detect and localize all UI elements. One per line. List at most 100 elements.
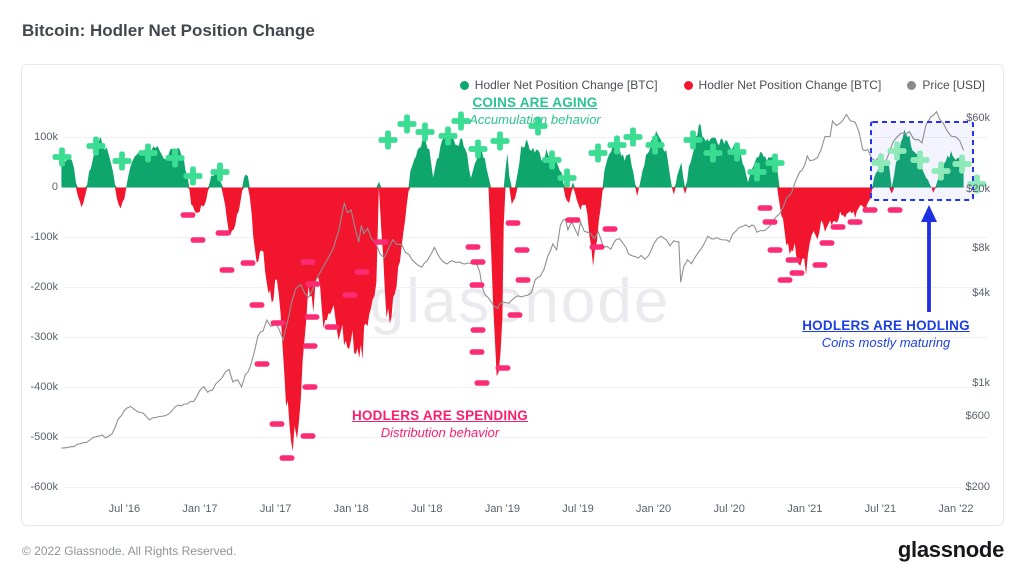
page-title: Bitcoin: Hodler Net Position Change bbox=[22, 21, 315, 40]
plus-marker bbox=[623, 127, 643, 147]
y-axis-left-tick: -100k bbox=[30, 230, 58, 243]
minus-marker bbox=[819, 240, 835, 246]
legend-label: Hodler Net Position Change [BTC] bbox=[698, 78, 882, 92]
y-axis-right-tick: $600 bbox=[965, 409, 990, 422]
x-axis-tick: Jan '18 bbox=[333, 503, 369, 515]
plus-marker bbox=[607, 135, 627, 155]
y-axis-right-tick: $60k bbox=[966, 111, 990, 124]
minus-marker bbox=[589, 244, 605, 250]
plus-marker-light bbox=[887, 141, 907, 161]
minus-marker bbox=[757, 205, 773, 211]
plus-marker bbox=[747, 162, 767, 182]
minus-marker bbox=[785, 257, 801, 263]
arrow-shaft bbox=[927, 220, 931, 312]
coins-aging-title: COINS ARE AGING bbox=[472, 95, 598, 110]
y-axis-right-tick: $8k bbox=[972, 242, 990, 255]
plus-marker-light bbox=[967, 174, 987, 194]
hodler-area-positive bbox=[61, 124, 964, 188]
minus-marker bbox=[180, 212, 196, 218]
y-axis-left-tick: 0 bbox=[51, 180, 58, 193]
plus-marker bbox=[52, 147, 72, 167]
minus-marker bbox=[565, 217, 581, 223]
minus-marker bbox=[215, 230, 231, 236]
minus-marker bbox=[190, 237, 206, 243]
minus-marker bbox=[324, 324, 340, 330]
plus-marker bbox=[138, 143, 158, 163]
plus-marker bbox=[112, 151, 132, 171]
x-axis-tick: Jan '17 bbox=[182, 503, 218, 515]
legend-label: Hodler Net Position Change [BTC] bbox=[474, 78, 658, 92]
plus-marker bbox=[183, 166, 203, 186]
minus-marker bbox=[240, 260, 256, 266]
plus-marker bbox=[468, 139, 488, 159]
minus-marker bbox=[762, 219, 778, 225]
plus-marker bbox=[765, 153, 785, 173]
plus-marker bbox=[415, 122, 435, 142]
gray-dot-icon bbox=[907, 80, 917, 90]
plus-marker bbox=[397, 114, 417, 134]
minus-marker bbox=[862, 207, 878, 213]
hodlers-hodling-annotation: HODLERS ARE HODLING Coins mostly maturin… bbox=[766, 318, 1006, 350]
y-axis-left-tick: -300k bbox=[30, 330, 58, 343]
hodler-area-negative bbox=[61, 187, 964, 451]
x-axis-tick: Jul '19 bbox=[562, 503, 594, 515]
legend-item-hodler-positive[interactable]: Hodler Net Position Change [BTC] bbox=[459, 78, 658, 92]
plus-marker bbox=[490, 131, 510, 151]
minus-marker bbox=[789, 270, 805, 276]
minus-marker bbox=[515, 277, 531, 283]
legend-item-hodler-negative[interactable]: Hodler Net Position Change [BTC] bbox=[683, 78, 882, 92]
minus-marker bbox=[354, 269, 370, 275]
y-axis-left-tick: 100k bbox=[34, 130, 58, 143]
minus-marker bbox=[507, 312, 523, 318]
x-axis-tick: Jan '20 bbox=[636, 503, 672, 515]
y-axis-right-tick: $4k bbox=[972, 287, 990, 300]
minus-marker bbox=[270, 320, 286, 326]
y-axis-right-tick: $1k bbox=[972, 376, 990, 389]
plus-marker bbox=[588, 143, 608, 163]
minus-marker bbox=[469, 349, 485, 355]
plus-marker bbox=[727, 142, 747, 162]
x-axis-tick: Jan '19 bbox=[484, 503, 520, 515]
minus-marker bbox=[300, 433, 316, 439]
y-axis-left-tick: -500k bbox=[30, 430, 58, 443]
minus-marker bbox=[830, 224, 846, 230]
x-axis-tick: Jan '21 bbox=[787, 503, 823, 515]
minus-marker bbox=[470, 327, 486, 333]
y-axis-right-tick: $20k bbox=[966, 183, 990, 195]
plus-marker-light bbox=[871, 153, 891, 173]
plus-marker bbox=[703, 143, 723, 163]
plus-marker bbox=[378, 130, 398, 150]
minus-marker bbox=[505, 220, 521, 226]
plus-marker bbox=[557, 168, 577, 188]
hodlers-spending-annotation: HODLERS ARE SPENDING Distribution behavi… bbox=[310, 408, 570, 440]
minus-marker bbox=[777, 277, 793, 283]
minus-marker bbox=[269, 421, 285, 427]
plus-marker bbox=[165, 148, 185, 168]
minus-marker bbox=[300, 259, 316, 265]
minus-marker bbox=[465, 244, 481, 250]
coins-aging-subtitle: Accumulation behavior bbox=[469, 112, 601, 127]
hodlers-spending-title: HODLERS ARE SPENDING bbox=[351, 408, 529, 423]
plus-marker bbox=[451, 111, 471, 131]
legend-item-price[interactable]: Price [USD] bbox=[907, 78, 985, 92]
x-axis-tick: Jul '17 bbox=[259, 503, 292, 515]
minus-marker bbox=[474, 380, 490, 386]
arrow-head-icon bbox=[921, 205, 937, 222]
green-dot-icon bbox=[459, 80, 469, 90]
plus-marker bbox=[86, 136, 106, 156]
x-axis-tick: Jul '21 bbox=[864, 503, 897, 515]
minus-marker bbox=[767, 247, 783, 253]
plus-marker-light bbox=[910, 150, 930, 170]
minus-marker bbox=[249, 302, 265, 308]
plus-marker bbox=[542, 150, 562, 170]
x-axis-tick: Jul '16 bbox=[108, 503, 141, 515]
plus-marker-light bbox=[931, 161, 951, 181]
minus-marker bbox=[219, 267, 235, 273]
chart-card bbox=[21, 64, 1004, 526]
plus-marker bbox=[645, 135, 665, 155]
minus-marker bbox=[342, 292, 358, 298]
minus-marker bbox=[373, 239, 389, 245]
x-axis-tick: Jan '22 bbox=[938, 503, 974, 515]
minus-marker bbox=[812, 262, 828, 268]
